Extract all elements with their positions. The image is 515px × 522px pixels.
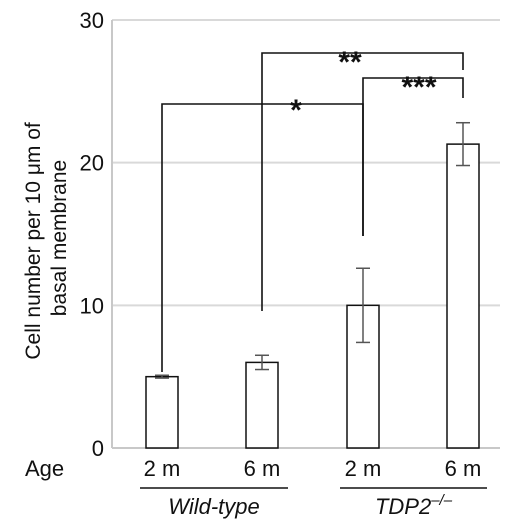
y-axis-label-line-1: Cell number per 10 μm of bbox=[22, 122, 45, 360]
y-tick-label: 20 bbox=[80, 151, 104, 176]
significance-label: ** bbox=[338, 46, 362, 79]
bracket-line bbox=[261, 52, 464, 311]
category-label: 2 m bbox=[144, 456, 181, 481]
y-tick-label: 0 bbox=[92, 436, 104, 461]
error-bars bbox=[155, 121, 470, 379]
category-label: 6 m bbox=[244, 456, 281, 481]
significance-bracket: ** bbox=[261, 46, 464, 311]
error-bar bbox=[456, 121, 470, 167]
y-axis-label: Cell number per 10 μm of basal membrane bbox=[22, 116, 71, 359]
significance-label: *** bbox=[401, 71, 436, 104]
significance-label: * bbox=[290, 94, 302, 127]
category-labels: 2 m 6 m 2 m 6 m bbox=[144, 456, 482, 481]
group-label: Wild-type bbox=[168, 494, 260, 519]
bar bbox=[446, 143, 480, 449]
error-bar bbox=[155, 374, 169, 379]
error-bar bbox=[255, 354, 269, 371]
category-label: 6 m bbox=[445, 456, 482, 481]
significance-brackets: ****** bbox=[161, 46, 464, 372]
category-label: 2 m bbox=[345, 456, 382, 481]
y-tick-label: 10 bbox=[80, 293, 104, 318]
group-label: TDP2–/– bbox=[375, 492, 453, 519]
y-axis-label-line-2: basal membrane bbox=[48, 160, 71, 316]
bar bbox=[145, 375, 179, 449]
x-row-label: Age bbox=[25, 456, 64, 481]
y-tick-labels: 0 10 20 30 bbox=[80, 8, 104, 461]
group: Wild-type bbox=[140, 487, 288, 519]
significance-bracket: *** bbox=[362, 71, 464, 236]
y-tick-label: 30 bbox=[80, 8, 104, 33]
group-labels: Wild-type TDP2–/– bbox=[140, 487, 487, 519]
gridlines bbox=[112, 19, 500, 307]
bracket-line bbox=[362, 77, 464, 236]
bar bbox=[245, 361, 279, 449]
bars bbox=[145, 143, 480, 449]
group: TDP2–/– bbox=[340, 487, 487, 519]
error-bar bbox=[356, 267, 370, 344]
